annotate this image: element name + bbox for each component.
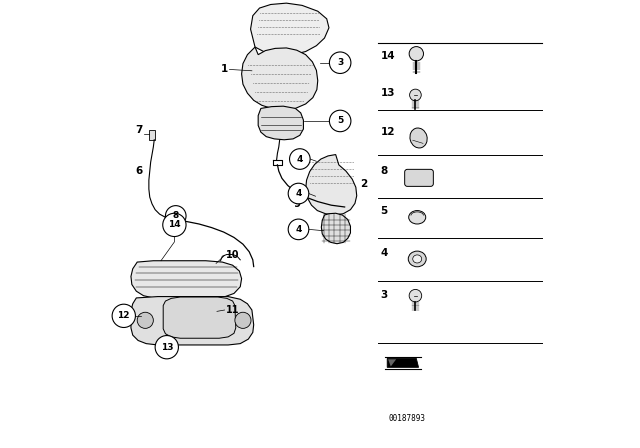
Polygon shape: [306, 155, 356, 215]
Text: 6: 6: [136, 166, 143, 176]
Circle shape: [410, 89, 421, 101]
Circle shape: [235, 312, 251, 328]
Text: 10: 10: [226, 250, 239, 260]
Polygon shape: [131, 261, 242, 299]
Circle shape: [166, 206, 186, 226]
Circle shape: [137, 312, 154, 328]
Text: 8: 8: [173, 211, 179, 220]
Ellipse shape: [413, 255, 422, 263]
Circle shape: [409, 289, 422, 302]
Text: 3: 3: [337, 58, 343, 67]
Circle shape: [163, 213, 186, 237]
FancyBboxPatch shape: [404, 169, 433, 186]
Circle shape: [112, 304, 136, 327]
Text: 12: 12: [118, 311, 130, 320]
Text: 8: 8: [380, 166, 388, 176]
Ellipse shape: [409, 211, 426, 224]
Ellipse shape: [410, 128, 427, 148]
Text: 4: 4: [295, 189, 301, 198]
FancyBboxPatch shape: [149, 130, 155, 140]
Circle shape: [330, 110, 351, 132]
Text: 5: 5: [337, 116, 343, 125]
Circle shape: [288, 183, 309, 204]
Text: 5: 5: [380, 207, 388, 216]
Text: 4: 4: [295, 225, 301, 234]
Text: 14: 14: [168, 220, 180, 229]
Text: 13: 13: [380, 88, 395, 98]
Text: 9: 9: [293, 199, 300, 209]
Circle shape: [330, 52, 351, 73]
Circle shape: [289, 149, 310, 169]
Text: 13: 13: [161, 343, 173, 352]
Polygon shape: [258, 106, 303, 140]
Text: 1: 1: [221, 65, 228, 74]
Text: 14: 14: [380, 51, 395, 61]
Text: 00187893: 00187893: [389, 414, 426, 423]
Ellipse shape: [408, 251, 426, 267]
Circle shape: [288, 219, 309, 240]
Polygon shape: [388, 359, 396, 366]
Polygon shape: [251, 3, 329, 56]
Polygon shape: [242, 47, 317, 110]
Polygon shape: [131, 297, 253, 345]
Text: 7: 7: [136, 125, 143, 135]
Polygon shape: [321, 213, 351, 244]
Text: 4: 4: [380, 248, 388, 258]
Polygon shape: [387, 358, 419, 367]
Circle shape: [155, 336, 179, 359]
Circle shape: [409, 47, 424, 61]
Text: 4: 4: [297, 155, 303, 164]
Text: 11: 11: [226, 305, 239, 315]
Text: 2: 2: [360, 179, 367, 189]
Text: 3: 3: [380, 290, 388, 300]
Text: 12: 12: [380, 127, 395, 137]
Polygon shape: [163, 297, 236, 338]
